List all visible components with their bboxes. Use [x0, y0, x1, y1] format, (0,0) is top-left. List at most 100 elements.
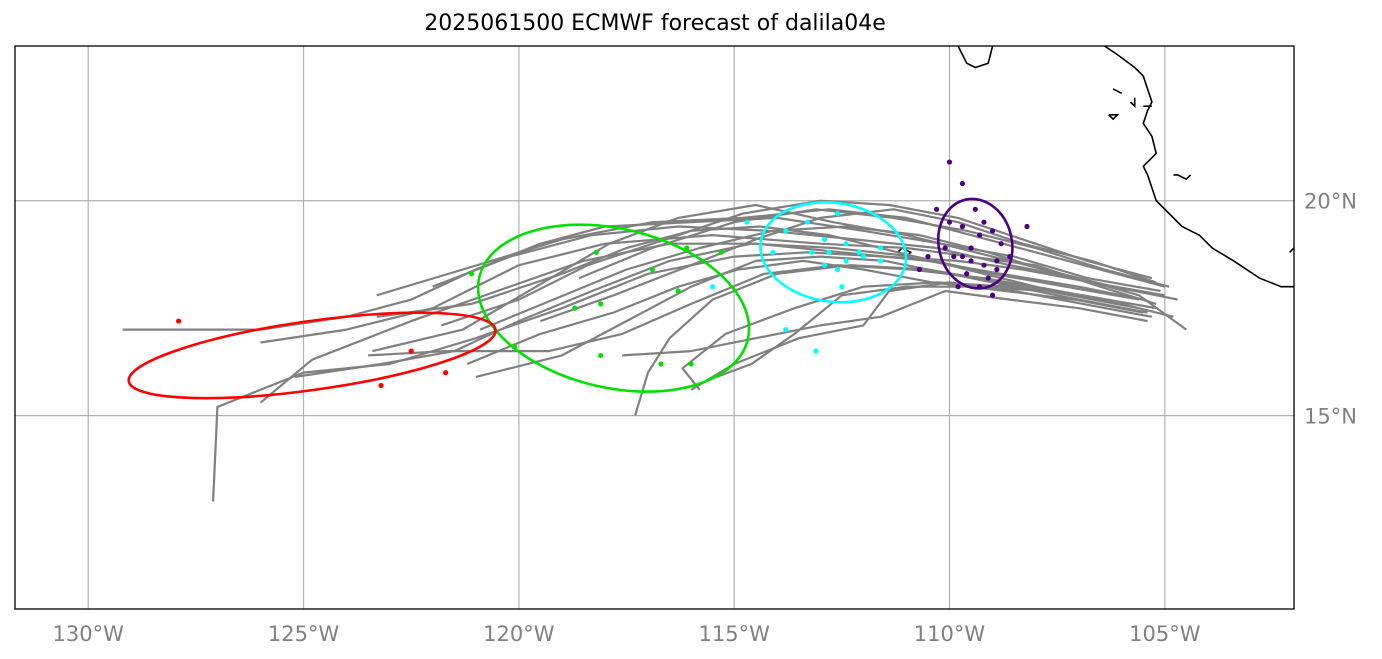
day2-point: [710, 284, 716, 290]
day4-point: [378, 382, 384, 389]
day1-ellipse: [937, 197, 1014, 290]
day2-point: [860, 253, 866, 260]
coastline-segment: [957, 46, 994, 69]
day1-point: [959, 180, 966, 187]
ensemble-track: [622, 289, 1148, 357]
ensemble-track: [259, 242, 1144, 404]
lon-tick-label: 105°W: [1129, 622, 1201, 646]
day1-point: [959, 253, 966, 260]
day1-point: [959, 223, 966, 230]
ensemble-track: [368, 264, 1131, 357]
lon-tick-label: 130°W: [53, 622, 125, 646]
day2-point: [783, 228, 789, 234]
lon-tick-label: 125°W: [268, 622, 340, 646]
coastline-segment: [1289, 246, 1294, 253]
day1-point: [1024, 223, 1030, 230]
day2-point: [877, 245, 884, 251]
day1-point: [981, 262, 987, 268]
day2-point: [783, 327, 789, 333]
day2-point: [826, 249, 832, 255]
day2-point: [839, 284, 845, 290]
day1-point: [989, 292, 996, 298]
day2-point: [834, 266, 841, 273]
ensemble-track: [466, 259, 1144, 366]
day2-point: [744, 219, 750, 225]
ensemble-track: [540, 208, 1157, 323]
day3-point: [598, 301, 604, 307]
ensemble-track: [122, 216, 1161, 331]
day1-point: [981, 219, 987, 225]
day4-ellipse: [127, 311, 497, 400]
day1-point: [977, 232, 983, 238]
forecast-points: [176, 159, 1030, 389]
day1-point: [998, 241, 1004, 247]
day3-point: [684, 245, 690, 251]
day1-point: [989, 228, 996, 234]
coastline-segment: [1112, 88, 1123, 95]
day1-point: [951, 253, 957, 260]
lon-tick-label: 110°W: [914, 622, 986, 646]
day2-point: [843, 241, 849, 247]
day1-point: [994, 258, 1000, 264]
day1-point: [946, 159, 953, 165]
uncertainty-ellipses: [127, 197, 1014, 400]
day3-point: [649, 266, 655, 273]
day3-point: [598, 352, 604, 359]
day1-point: [968, 245, 974, 251]
day1-point: [1007, 253, 1013, 260]
day2-point: [813, 348, 819, 354]
lat-tick-label: 20°N: [1304, 190, 1357, 214]
day2-point: [770, 249, 776, 255]
coastline-segment: [1129, 97, 1136, 109]
day4-point: [408, 348, 414, 354]
coastline-segment: [1108, 114, 1120, 121]
day3-point: [468, 271, 475, 277]
ensemble-track: [376, 208, 1166, 297]
day1-point: [968, 258, 974, 264]
day1-point: [977, 284, 983, 290]
day2-point: [804, 219, 810, 225]
day3-point: [572, 305, 578, 311]
coastline-segment: [1173, 174, 1192, 181]
day2-ellipse: [759, 200, 908, 304]
day3-point: [675, 288, 681, 294]
ensemble-track: [578, 208, 1170, 288]
coastline: [897, 46, 1294, 288]
gridlines: [15, 46, 1294, 609]
day3-point: [688, 361, 694, 367]
day2-point: [877, 258, 884, 264]
lon-tick-label: 120°W: [483, 622, 555, 646]
day2-point: [843, 258, 849, 264]
coastline-segment: [1104, 46, 1294, 288]
day2-point: [834, 211, 841, 217]
day1-point: [933, 206, 940, 212]
day2-point: [822, 262, 828, 268]
ensemble-tracks: [122, 199, 1187, 502]
day1-point: [946, 219, 953, 225]
day1-point: [972, 206, 978, 212]
ensemble-track: [690, 281, 1153, 391]
lat-tick-label: 15°N: [1304, 405, 1357, 429]
day2-point: [856, 249, 862, 255]
day3-point: [511, 344, 518, 350]
day3-point: [658, 361, 664, 367]
day2-point: [809, 249, 815, 255]
day2-point: [822, 236, 828, 242]
day3-ellipse: [476, 223, 751, 393]
day1-point: [916, 266, 922, 273]
ensemble-track: [440, 199, 1153, 327]
day1-point: [925, 253, 931, 260]
day4-point: [176, 318, 182, 324]
day3-point: [593, 249, 599, 255]
lon-tick-label: 115°W: [698, 622, 770, 646]
axis-labels: 130°W 125°W 120°W 115°W 110°W 105°W 20°N 15°N: [53, 190, 1357, 646]
day1-point: [985, 275, 991, 281]
day1-point: [964, 271, 970, 277]
chart-title: 2025061500 ECMWF forecast of dalila04e: [424, 11, 886, 36]
day4-point: [443, 370, 449, 376]
ensemble-track: [479, 225, 1127, 331]
day1-point: [994, 266, 1000, 273]
day1-point: [955, 284, 961, 290]
map-frame: [14, 45, 1295, 610]
